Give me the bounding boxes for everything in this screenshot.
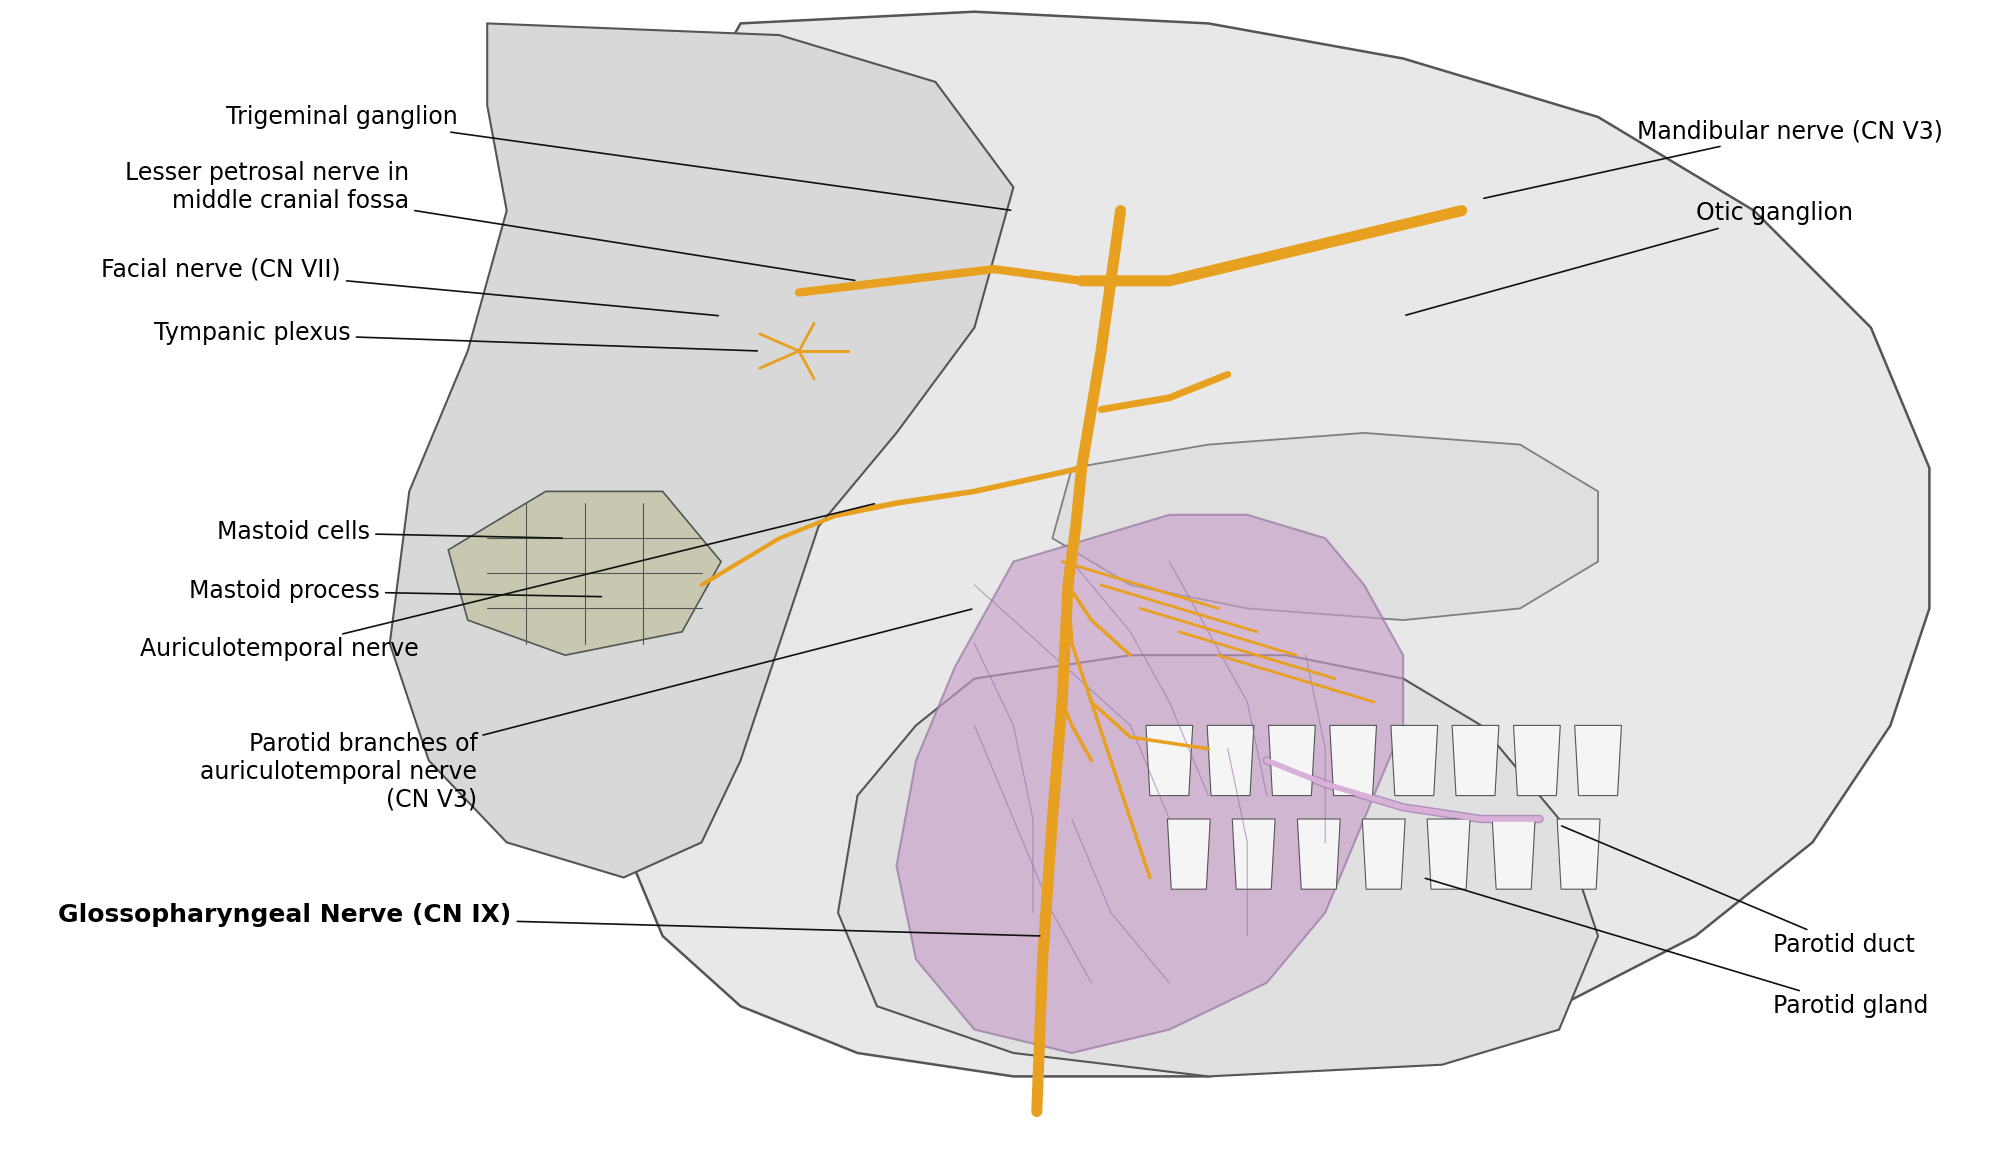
Text: Auriculotemporal nerve: Auriculotemporal nerve: [140, 504, 874, 661]
Text: Mastoid process: Mastoid process: [188, 579, 602, 603]
Polygon shape: [1574, 725, 1620, 796]
Polygon shape: [1361, 819, 1404, 889]
Polygon shape: [896, 515, 1401, 1053]
Text: Mandibular nerve (CN V3): Mandibular nerve (CN V3): [1484, 119, 1943, 198]
Text: Lesser petrosal nerve in
middle cranial fossa: Lesser petrosal nerve in middle cranial …: [124, 161, 854, 281]
Polygon shape: [1297, 819, 1339, 889]
Polygon shape: [1053, 433, 1598, 620]
Text: Facial nerve (CN VII): Facial nerve (CN VII): [102, 257, 718, 316]
Polygon shape: [624, 12, 1929, 1076]
Text: Parotid duct: Parotid duct: [1560, 826, 1915, 957]
Text: Otic ganglion: Otic ganglion: [1406, 201, 1851, 315]
Polygon shape: [838, 655, 1598, 1076]
Text: Glossopharyngeal Nerve (CN IX): Glossopharyngeal Nerve (CN IX): [58, 903, 1039, 936]
Polygon shape: [389, 23, 1013, 878]
Polygon shape: [1426, 819, 1470, 889]
Text: Trigeminal ganglion: Trigeminal ganglion: [227, 105, 1011, 211]
Text: Parotid branches of
auriculotemporal nerve
(CN V3): Parotid branches of auriculotemporal ner…: [200, 610, 970, 812]
Polygon shape: [1329, 725, 1375, 796]
Polygon shape: [1556, 819, 1600, 889]
Polygon shape: [1167, 819, 1209, 889]
Polygon shape: [1452, 725, 1498, 796]
Polygon shape: [1267, 725, 1315, 796]
Polygon shape: [1231, 819, 1275, 889]
Text: Tympanic plexus: Tympanic plexus: [154, 322, 758, 351]
Polygon shape: [1145, 725, 1193, 796]
Polygon shape: [1389, 725, 1438, 796]
Text: Parotid gland: Parotid gland: [1426, 879, 1929, 1018]
Polygon shape: [1512, 725, 1560, 796]
Polygon shape: [1207, 725, 1253, 796]
Text: Mastoid cells: Mastoid cells: [217, 521, 561, 544]
Polygon shape: [447, 491, 720, 655]
Polygon shape: [1492, 819, 1534, 889]
